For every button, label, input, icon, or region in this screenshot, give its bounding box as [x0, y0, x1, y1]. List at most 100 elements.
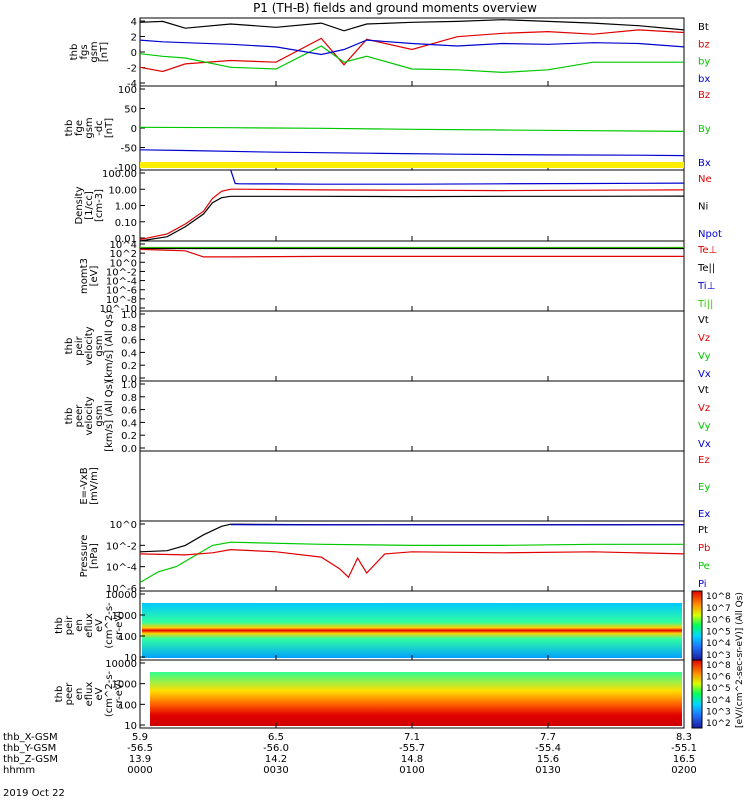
y-axis-label: eflux: [84, 613, 95, 638]
colorbar-tick-label: 10^5: [706, 684, 731, 694]
time-axis-value: 16.5: [673, 754, 695, 765]
y-axis-label: [eV]: [89, 266, 100, 287]
time-axis-value: 0100: [399, 765, 424, 776]
y-axis-label: sr-eV): [114, 611, 125, 640]
y-tick-label: 0.01: [115, 234, 137, 245]
time-axis-value: 8.3: [676, 732, 692, 743]
y-axis-label: velocity: [84, 326, 95, 365]
series-line-By: [139, 126, 685, 132]
y-tick-label: 2: [131, 33, 137, 44]
colorbar-tick-label: 10^4: [706, 639, 731, 649]
y-axis-label: eflux: [84, 682, 95, 707]
colorbar-scale: [691, 659, 703, 729]
y-axis-label: gsm: [89, 41, 100, 62]
y-tick-label: 0.4: [121, 418, 137, 429]
y-tick-label: 0.2: [121, 431, 137, 442]
y-axis-label: en: [74, 688, 85, 701]
y-tick-label: 10^4: [110, 240, 137, 251]
legend-entry: Ti⊥: [697, 281, 715, 292]
panel-density: 100.00 10.00 1.00 0.10 0.01 Density [1/cc] [cm-…: [74, 169, 722, 245]
spectrogram-image: [142, 603, 682, 658]
legend-entry: Vt: [698, 385, 709, 396]
legend-entry: Ez: [698, 455, 710, 466]
legend-entry: Vt: [698, 315, 709, 326]
legend-entry: Vy: [698, 351, 711, 362]
series-line-Te⊥: [139, 248, 684, 258]
y-tick-label: 0: [131, 124, 137, 135]
time-axis-value: 15.6: [537, 754, 559, 765]
y-axis-label: peer: [64, 682, 75, 706]
colorbar-scale: [691, 590, 703, 661]
series-line-Ni: [139, 195, 685, 242]
y-axis-label: [cm-3]: [94, 189, 105, 222]
y-tick-label: 10: [124, 653, 137, 664]
series-line-Bt: [139, 19, 685, 32]
legend-entry: Ti||: [697, 299, 713, 310]
y-tick-label: 10^2: [110, 249, 137, 260]
colorbar-tick-label: 10^6: [706, 616, 731, 626]
time-axis-value: 0130: [535, 765, 560, 776]
y-axis-label: Density: [74, 186, 85, 224]
colorbar-tick-label: 10^4: [706, 696, 731, 706]
time-axis-value: 7.1: [404, 732, 420, 743]
legend-entry: Ne: [698, 174, 712, 185]
panel-fgs: 4 2 0 -2 -4 thb fgs gsm [nT] Bt bz by bx: [69, 17, 710, 90]
y-axis-label: eV: [94, 687, 105, 700]
y-axis-label: thb: [64, 408, 75, 425]
flag-bar: [140, 162, 684, 168]
series-line-Pb: [139, 548, 685, 579]
y-tick-label: 10^-2: [106, 541, 137, 552]
y-tick-label: 0.2: [121, 361, 137, 372]
time-axis-row-label: hhmm: [3, 765, 35, 776]
y-axis-label: -dc: [94, 120, 105, 135]
figure-title: P1 (TH-B) fields and ground moments over…: [253, 1, 537, 15]
series-line-Pt: [139, 523, 684, 553]
y-tick-label: 100: [118, 85, 137, 96]
y-tick-label: 10^-4: [106, 277, 137, 288]
colorbar-tick-label: 10^7: [706, 604, 731, 614]
legend-entry: Ey: [698, 482, 710, 493]
y-axis-label: peir: [64, 615, 75, 635]
y-tick-label: 10^0: [110, 520, 137, 531]
y-axis-label: (cm^2-s-: [104, 602, 115, 649]
y-axis-label: [nPa]: [89, 543, 100, 569]
y-tick-label: 1.00: [115, 202, 137, 213]
series-line-bz: [139, 29, 685, 73]
series-line-Npot: [230, 169, 685, 185]
colorbar-tick-label: 10^5: [706, 627, 731, 637]
colorbar: 10^8 10^7 10^610^5 10^4 10^3: [691, 590, 731, 661]
time-axis-value: 5.9: [132, 732, 148, 743]
y-tick-label: 0.8: [121, 393, 137, 404]
series-line-Pe: [139, 541, 684, 584]
panel-frame: [139, 17, 685, 87]
panel-peer_en: 10000 1000 100 10 thb peer en eflux eV (cm^2-s-sr…: [54, 659, 685, 732]
panel-moms: 10^410^210^010^-210^-410^-610^-810^-10 mo…: [79, 240, 717, 315]
y-axis-label: peir: [74, 335, 85, 355]
spectrogram-image: [150, 672, 682, 726]
time-axis-row-label: thb_Y-GSM: [3, 743, 56, 754]
legend-entry: Vx: [698, 439, 711, 450]
y-tick-label: 0.4: [121, 348, 137, 359]
colorbar-group: 10^810^710^610^510^410^310^810^610^510^4…: [691, 590, 745, 729]
legend-entry: by: [698, 57, 710, 68]
y-axis-label: thb: [64, 120, 75, 137]
legend-entry: Vz: [698, 403, 710, 414]
y-axis-label: E=-VxB: [79, 467, 90, 504]
legend-entry: Pt: [698, 525, 708, 536]
y-axis-label: (cm^2-s-: [104, 670, 115, 717]
legend-entry: Bx: [698, 158, 711, 169]
time-axis-value: 0200: [671, 765, 696, 776]
y-axis-label: gsm: [94, 335, 105, 356]
time-axis-value: -56.0: [263, 743, 289, 754]
legend-entry: Bt: [698, 22, 709, 33]
legend-entry: Ni: [698, 202, 708, 213]
y-axis-label: [km/s] (All Qs): [104, 310, 115, 382]
y-tick-label: 1000: [112, 680, 137, 691]
legend-entry: Npot: [698, 229, 722, 240]
y-tick-label: -4: [127, 79, 137, 90]
y-tick-label: 10^-8: [106, 295, 137, 306]
time-axis-value: 0030: [263, 765, 288, 776]
colorbar-tick-label: 10^2: [706, 719, 731, 729]
y-axis-label: thb: [69, 44, 80, 61]
legend-entry: Vz: [698, 333, 710, 344]
